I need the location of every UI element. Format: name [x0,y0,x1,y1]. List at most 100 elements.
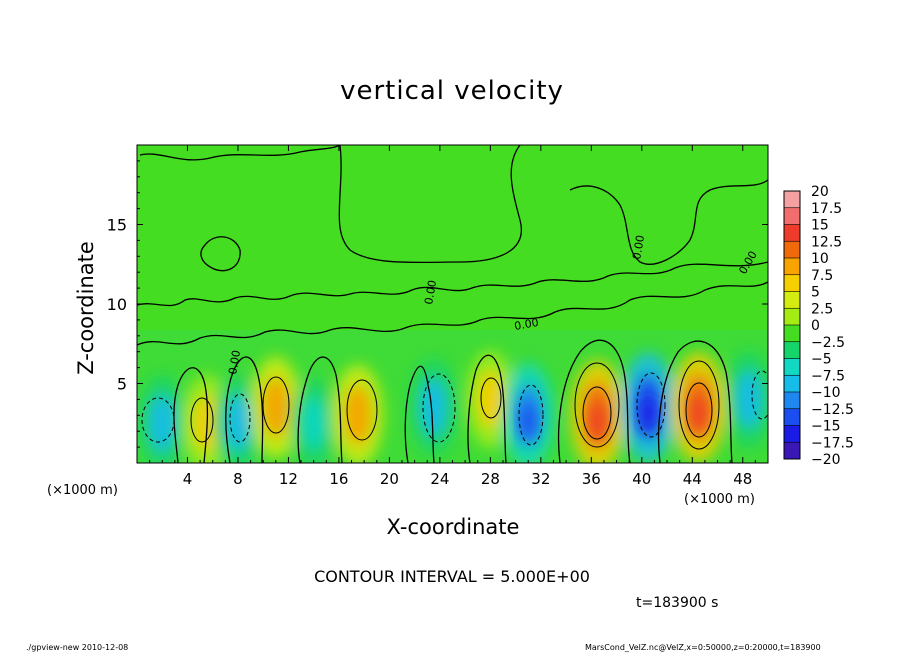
colorbar-label: −17.5 [811,435,854,451]
heatmap-cell [736,370,763,429]
contour-line [422,373,456,443]
footer-right: MarsCond_VelZ.nc@VelZ,x=0:50000,z=0:2000… [585,643,821,652]
contour-line [190,397,214,443]
x-tick-label: 32 [531,470,550,488]
x-tick-label: 36 [582,470,601,488]
heatmap-cell [344,385,372,446]
contour-line [569,179,768,265]
heatmap-core [690,395,707,432]
colorbar-swatch [784,191,800,208]
contour-line [229,393,251,443]
x-tick-label: 12 [279,470,298,488]
contour-line [139,145,341,161]
time-label: t=183900 s [636,595,719,611]
colorbar-label: 15 [811,218,829,234]
contour-line [141,397,175,443]
heatmap-core [589,403,606,440]
heatmap-cell [149,394,176,452]
contour-interval-label: CONTOUR INTERVAL = 5.000E+00 [314,567,590,586]
contour-line [467,354,507,463]
footer-left: ./gpview-new 2010-12-08 [26,643,129,652]
contour-line [678,360,720,450]
colorbar-label: −20 [811,452,841,468]
colorbar-label: 5 [811,285,820,301]
x-tick-label: 24 [430,470,449,488]
contour-line [225,356,264,463]
contour-line [297,356,343,463]
colorbar-label: −2.5 [811,335,845,351]
contour-label: 0.00 [422,279,439,305]
colorbar-label: −7.5 [811,368,845,384]
colorbar-label: 17.5 [811,201,842,217]
contour-line [137,281,768,346]
colorbar-swatch [784,241,800,258]
colorbar-label: 0 [811,318,820,334]
heatmap-cell [420,378,447,437]
colorbar-label: −12.5 [811,402,854,418]
colorbar-swatch [784,258,800,275]
colorbar-swatch [784,392,800,409]
x-tick-label: 40 [632,470,651,488]
colorbar-swatch [784,274,800,292]
colorbar-swatch [784,325,800,342]
contour-line [173,367,209,463]
y-axis-label: Z-coordinate [74,241,98,375]
contour-line [558,339,631,463]
colorbar-label: −10 [811,385,841,401]
contour-line [404,365,435,463]
contour-line [582,386,612,440]
heatmap-core [640,395,657,432]
x-unit-label-left: (×1000 m) [47,483,118,498]
colorbar-label: 20 [811,184,829,200]
contour-label: 0.00 [226,349,243,375]
contour-line [657,340,733,463]
colorbar-swatch [784,224,800,242]
contour-line [480,377,502,419]
x-axis-label-text: X-coordinate [386,515,520,539]
colorbar-swatch [784,308,800,325]
contour-line [338,145,522,264]
colorbar-swatch [784,291,800,309]
contour-label: 0.00 [513,316,539,333]
y-tick-label: 15 [107,216,127,235]
colorbar-swatch [784,358,800,376]
colorbar-label: 12.5 [811,234,842,250]
x-axis-label: X-coordinate [0,515,904,539]
contour-line [636,372,666,438]
colorbar-swatch [784,442,800,459]
contour-line [685,382,713,438]
colorbar-label: 2.5 [811,301,833,317]
contour-line [200,236,241,272]
heatmap-cell [301,396,326,450]
colorbar-swatch [784,408,800,426]
colorbar-label: 10 [811,251,829,267]
colorbar-label: −15 [811,419,841,435]
contour-line [262,376,290,434]
contour-line [346,379,378,441]
chart-title: vertical velocity [340,76,564,106]
y-tick-label: 10 [107,295,127,314]
heatmap-core [520,403,537,440]
x-tick-label: 44 [683,470,702,488]
y-tick-label: 5 [117,375,127,394]
contour-label: 0.00 [630,234,647,260]
colorbar-label: 7.5 [811,268,833,284]
colorbar-swatch [784,425,800,443]
contour-line [518,384,544,446]
x-tick-label: 20 [380,470,399,488]
x-unit-label-right: (×1000 m) [684,492,755,507]
x-tick-label: 8 [233,470,243,488]
x-tick-label: 28 [481,470,500,488]
x-tick-label: 4 [183,470,193,488]
contour-line [137,261,768,307]
heatmap-cell [193,394,220,452]
colorbar-swatch [784,207,800,225]
contour-line [574,362,620,448]
x-tick-label: 16 [329,470,348,488]
heatmap-cell [224,394,251,452]
colorbar-label: −5 [811,352,832,368]
heatmap-cell [262,377,290,438]
colorbar-swatch [784,341,800,359]
colorbar-swatch [784,375,800,392]
